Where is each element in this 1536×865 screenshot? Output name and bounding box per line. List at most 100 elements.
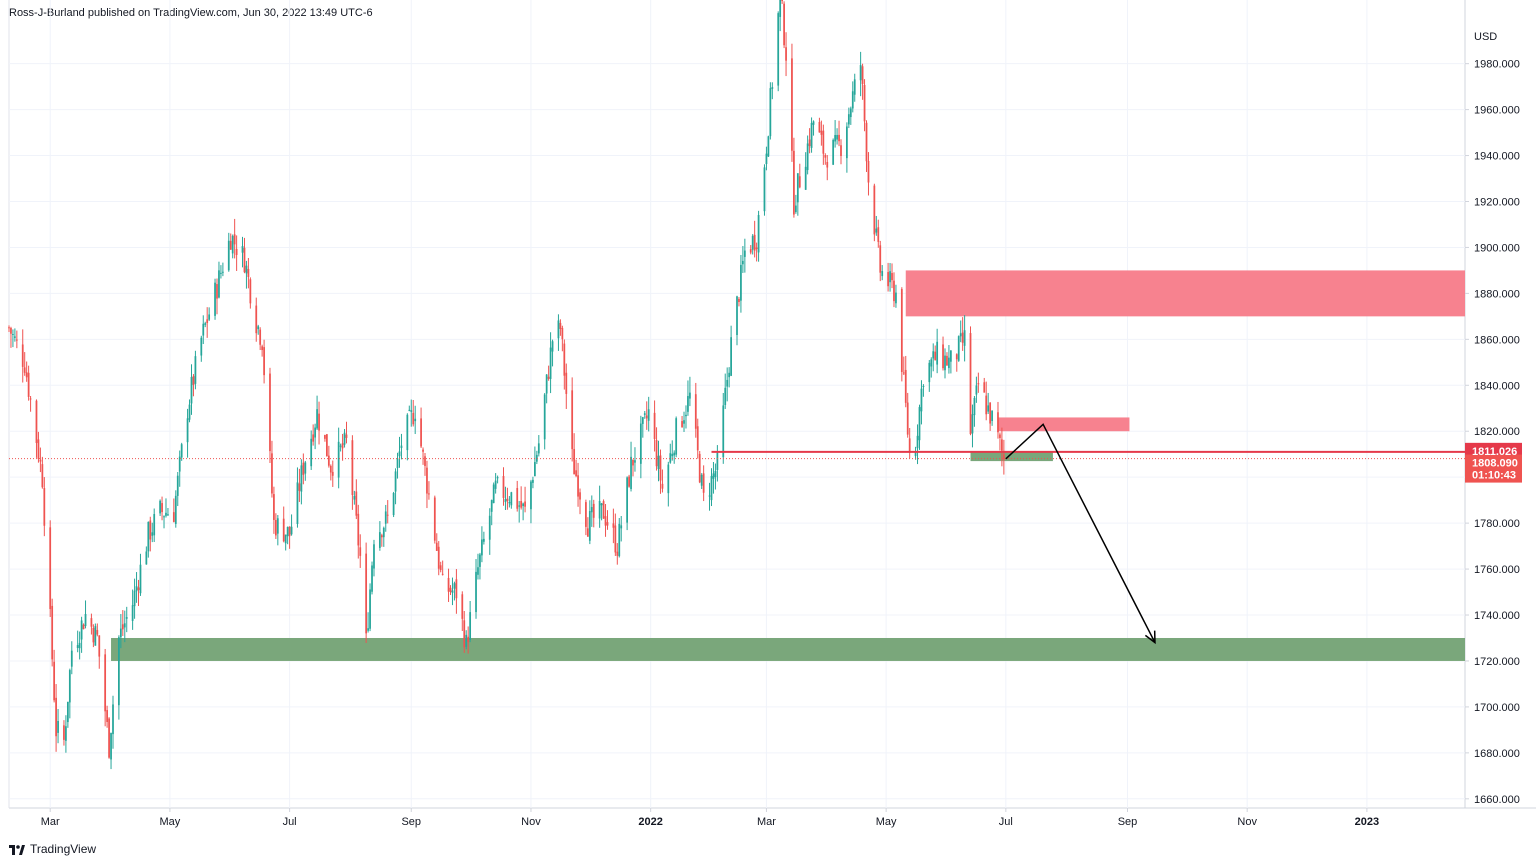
candle-body: [930, 359, 933, 367]
candle-body: [859, 65, 862, 81]
footer-brand[interactable]: TradingView: [9, 842, 96, 856]
annotation-overlays: [9, 423, 1465, 645]
candle-body: [630, 456, 632, 490]
candle-body: [216, 284, 218, 299]
candle-body: [382, 527, 385, 538]
y-tick-label: 1780.000: [1474, 518, 1520, 530]
candle-body: [492, 484, 495, 504]
candle-body: [547, 376, 550, 379]
candle-body: [43, 488, 46, 526]
candle-body: [1002, 454, 1005, 460]
candle-body: [724, 387, 727, 406]
candle-body: [410, 410, 413, 412]
candle-body: [467, 636, 470, 643]
candle-body: [873, 185, 876, 235]
candle-body: [324, 435, 326, 439]
price-axis: 1660.000 1680.000 1700.000 1720.000 1740.000…: [1465, 31, 1520, 806]
candle-body: [123, 623, 126, 628]
candle-body: [742, 260, 744, 265]
candle-body: [25, 372, 28, 378]
candle-body: [577, 475, 579, 497]
candle-body: [755, 247, 758, 250]
resistance-zone-lower: [997, 417, 1130, 432]
candle-body: [302, 462, 305, 475]
candle-body: [895, 292, 897, 304]
support-zone-major: [111, 637, 1466, 661]
candle-body: [840, 145, 842, 157]
candle-body: [200, 337, 203, 356]
candle-body: [327, 455, 330, 466]
candle-body: [936, 341, 939, 365]
candle-body: [602, 501, 605, 519]
candle-body: [563, 343, 566, 376]
candle-body: [312, 434, 315, 442]
candle-body: [575, 470, 577, 476]
candle-body: [598, 500, 601, 519]
candle-body: [186, 418, 189, 443]
candle-body: [985, 395, 988, 415]
candle-body: [465, 634, 468, 647]
candle-body: [522, 503, 524, 507]
candle-body: [743, 250, 746, 257]
candle-body: [479, 554, 481, 567]
candle-body: [932, 351, 935, 359]
candle-body: [90, 618, 93, 627]
candle-body: [441, 573, 444, 575]
y-tick-label: 1720.000: [1474, 656, 1520, 668]
candle-body: [904, 369, 907, 403]
candle-body: [214, 282, 216, 316]
candle-body: [849, 108, 852, 118]
candle-body: [276, 518, 279, 534]
candle-body: [504, 499, 507, 503]
x-tick-label: 2023: [1355, 816, 1379, 828]
candle-body: [463, 620, 466, 648]
candle-body: [889, 271, 891, 283]
candle-body: [832, 139, 835, 165]
candle-body: [997, 412, 999, 433]
candle-body: [785, 47, 787, 61]
candle-body: [222, 271, 224, 273]
candle-body: [614, 525, 617, 553]
candle-body: [1001, 439, 1003, 451]
candle-body: [337, 441, 340, 478]
candle-body: [763, 167, 766, 212]
candle-body: [657, 455, 660, 469]
candle-body: [12, 333, 14, 335]
candle-body: [206, 319, 209, 324]
candle-body: [659, 455, 662, 481]
candle-body: [125, 617, 128, 619]
candle-body: [137, 587, 140, 591]
candle-body: [753, 234, 756, 251]
x-tick-label: Sep: [1118, 816, 1138, 828]
candle-body: [769, 88, 772, 137]
candle-body: [671, 453, 674, 457]
candle-body: [722, 405, 725, 458]
candle-body: [63, 725, 65, 740]
candle-body: [21, 344, 24, 367]
candle-body: [757, 215, 760, 253]
candle-body: [867, 161, 870, 183]
candle-body: [190, 376, 193, 404]
candle-body: [793, 150, 795, 215]
candle-body: [461, 594, 464, 619]
candle-body: [247, 268, 250, 277]
candle-body: [147, 521, 150, 552]
candle-body: [853, 79, 856, 95]
candle-body: [683, 420, 685, 424]
candle-body: [245, 265, 248, 274]
candle-body: [131, 605, 134, 621]
y-tick-label: 1900.000: [1474, 242, 1520, 254]
candle-body: [728, 372, 731, 378]
candle-body: [836, 134, 838, 140]
candle-body: [14, 336, 16, 338]
candle-body: [891, 273, 893, 281]
candle-body: [163, 516, 165, 518]
candle-body: [887, 272, 889, 287]
candle-body: [604, 516, 607, 526]
candle-body: [371, 565, 373, 592]
candle-body: [359, 547, 362, 556]
candle-body: [696, 426, 699, 451]
candle-body: [282, 518, 285, 542]
candle-body: [408, 409, 411, 411]
